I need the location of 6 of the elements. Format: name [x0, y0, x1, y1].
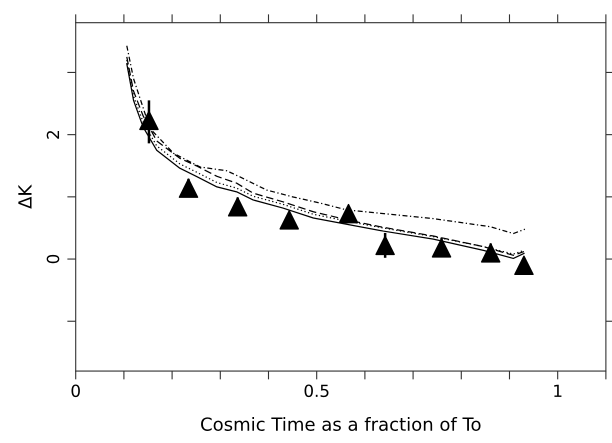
- x-tick-label: 1: [554, 384, 562, 397]
- y-tick-label: 2: [46, 131, 60, 139]
- x-axis-title: Cosmic Time as a fraction of To: [201, 417, 481, 431]
- y-axis-title: ΔK: [18, 184, 32, 209]
- x-tick-label: 0: [72, 384, 80, 398]
- x-tick-label: 0.5: [304, 384, 328, 398]
